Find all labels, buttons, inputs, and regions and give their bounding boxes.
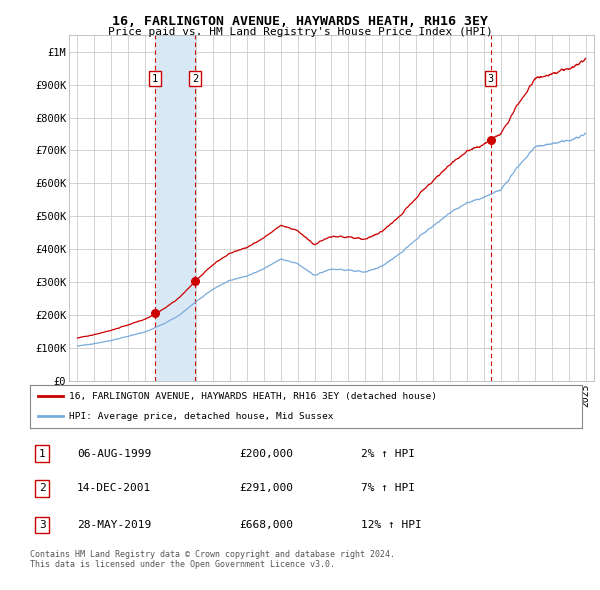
Text: Contains HM Land Registry data © Crown copyright and database right 2024.
This d: Contains HM Land Registry data © Crown c… bbox=[30, 550, 395, 569]
Text: 16, FARLINGTON AVENUE, HAYWARDS HEATH, RH16 3EY (detached house): 16, FARLINGTON AVENUE, HAYWARDS HEATH, R… bbox=[68, 392, 437, 401]
Text: 16, FARLINGTON AVENUE, HAYWARDS HEATH, RH16 3EY: 16, FARLINGTON AVENUE, HAYWARDS HEATH, R… bbox=[112, 15, 488, 28]
Text: 12% ↑ HPI: 12% ↑ HPI bbox=[361, 520, 422, 530]
Text: 1: 1 bbox=[152, 74, 158, 84]
Text: £668,000: £668,000 bbox=[240, 520, 294, 530]
Text: £200,000: £200,000 bbox=[240, 449, 294, 458]
Text: 3: 3 bbox=[39, 520, 46, 530]
Text: 06-AUG-1999: 06-AUG-1999 bbox=[77, 449, 151, 458]
Text: Price paid vs. HM Land Registry's House Price Index (HPI): Price paid vs. HM Land Registry's House … bbox=[107, 27, 493, 37]
Text: 7% ↑ HPI: 7% ↑ HPI bbox=[361, 483, 415, 493]
Text: 2% ↑ HPI: 2% ↑ HPI bbox=[361, 449, 415, 458]
Text: 1: 1 bbox=[39, 449, 46, 458]
Text: 2: 2 bbox=[39, 483, 46, 493]
Text: 3: 3 bbox=[488, 74, 494, 84]
Text: £291,000: £291,000 bbox=[240, 483, 294, 493]
Text: HPI: Average price, detached house, Mid Sussex: HPI: Average price, detached house, Mid … bbox=[68, 412, 333, 421]
Text: 28-MAY-2019: 28-MAY-2019 bbox=[77, 520, 151, 530]
Text: 14-DEC-2001: 14-DEC-2001 bbox=[77, 483, 151, 493]
Bar bbox=[155, 35, 195, 381]
Text: 2: 2 bbox=[192, 74, 198, 84]
